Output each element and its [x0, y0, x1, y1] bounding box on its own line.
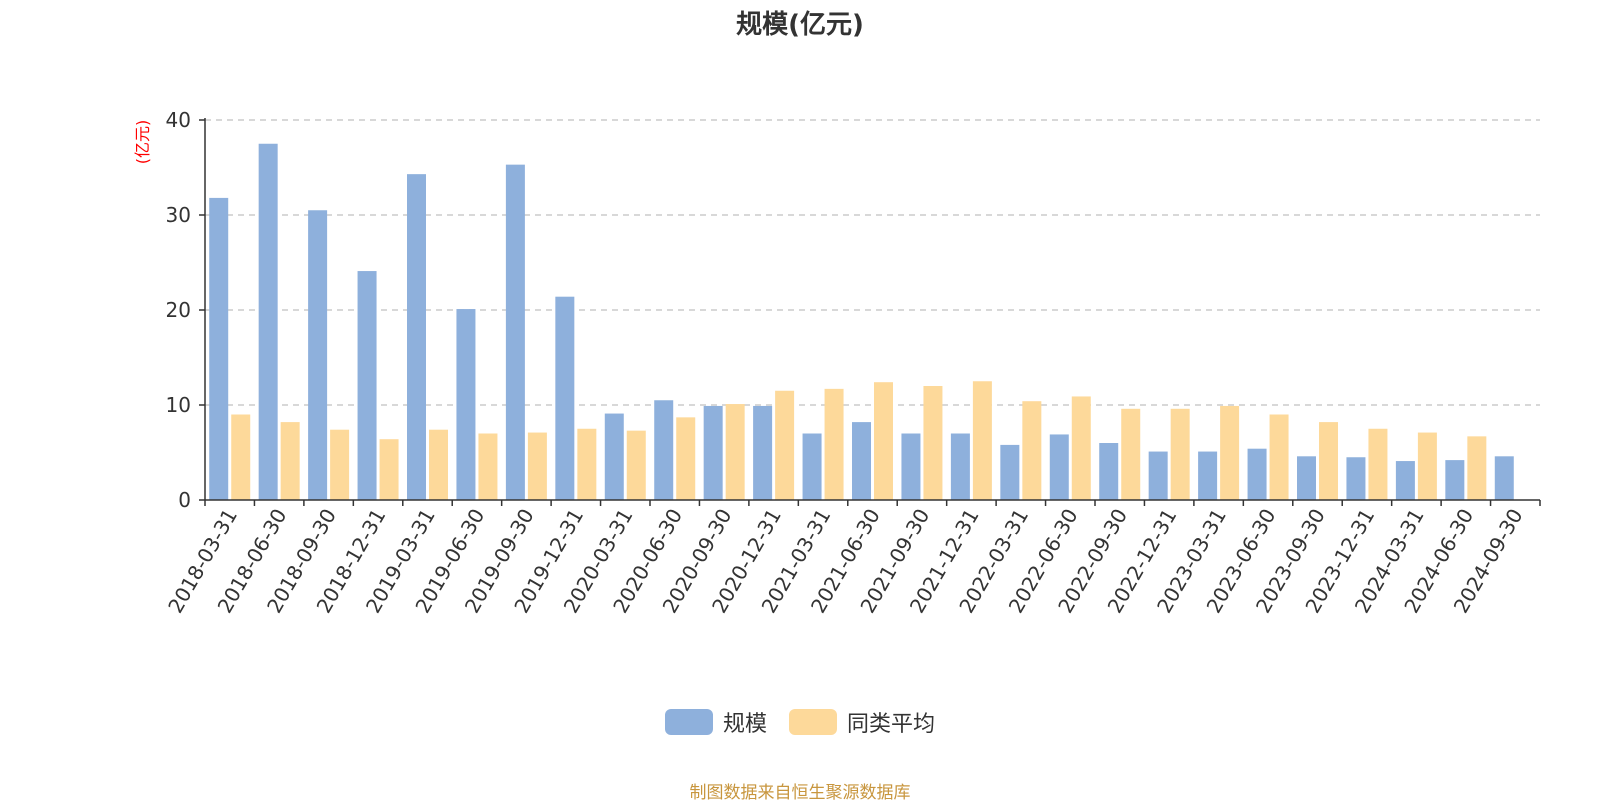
- bar-peer-average-2019-09-30: [527, 432, 547, 500]
- y-tick-label-10: 10: [166, 393, 191, 417]
- legend-label-scale: 规模: [722, 712, 767, 737]
- bar-peer-average-2020-06-30: [676, 417, 696, 500]
- bar-peer-average-2018-03-31: [231, 414, 251, 500]
- bar-scale-2022-06-30: [1049, 434, 1069, 500]
- bar-scale-2019-03-31: [407, 174, 426, 500]
- bar-scale-2023-06-30: [1247, 448, 1267, 500]
- bar-scale-2021-03-31: [802, 433, 822, 500]
- bar-scale-2019-09-30: [505, 164, 525, 500]
- data-source-note: 制图数据来自恒生聚源数据库: [689, 783, 911, 803]
- bar-peer-average-2018-09-30: [330, 429, 350, 500]
- bar-peer-average-2021-09-30: [923, 386, 943, 500]
- bar-scale-2021-09-30: [901, 433, 921, 500]
- legend-item-peer-average[interactable]: 同类平均: [789, 706, 935, 738]
- chart-title: 规模(亿元): [736, 10, 864, 40]
- bar-peer-average-2019-03-31: [429, 429, 448, 500]
- legend-swatch-scale: [664, 709, 713, 735]
- bar-scale-2021-12-31: [950, 433, 970, 500]
- bar-scale-2018-06-30: [258, 143, 278, 500]
- legend-label-peer-average: 同类平均: [847, 712, 936, 737]
- bar-scale-2020-03-31: [604, 413, 624, 500]
- bar-scale-2021-06-30: [852, 422, 871, 500]
- bar-peer-average-2024-06-30: [1467, 436, 1487, 500]
- legend-swatch-peer-average: [789, 709, 837, 735]
- y-axis-label: (亿元): [133, 120, 152, 165]
- y-tick-label-30: 30: [166, 203, 191, 227]
- bar-scale-2020-06-30: [654, 400, 674, 500]
- bar-scale-2018-03-31: [209, 197, 229, 500]
- bar-peer-average-2020-03-31: [626, 430, 646, 500]
- legend: 规模 同类平均: [0, 706, 1600, 738]
- bar-scale-2022-12-31: [1148, 451, 1168, 500]
- bar-scale-2018-12-31: [357, 271, 377, 500]
- legend-item-scale[interactable]: 规模: [664, 706, 767, 738]
- bar-peer-average-2023-12-31: [1368, 428, 1388, 500]
- bar-scale-2020-12-31: [753, 405, 773, 500]
- bar-peer-average-2022-09-30: [1121, 408, 1141, 500]
- bar-peer-average-2019-12-31: [577, 428, 597, 500]
- bar-scale-2024-06-30: [1445, 460, 1465, 500]
- y-tick-label-40: 40: [166, 108, 191, 132]
- bar-peer-average-2023-06-30: [1269, 414, 1289, 500]
- bar-peer-average-2023-03-31: [1220, 405, 1240, 500]
- bar-peer-average-2022-06-30: [1071, 396, 1091, 500]
- bar-scale-2019-06-30: [456, 309, 476, 500]
- bar-scale-2019-12-31: [555, 296, 575, 500]
- bar-peer-average-2020-12-31: [775, 390, 795, 500]
- bar-scale-2018-09-30: [308, 210, 328, 500]
- bar-peer-average-2023-09-30: [1319, 422, 1338, 500]
- bar-peer-average-2021-03-31: [824, 388, 844, 500]
- grid-lines: [205, 119, 1540, 406]
- bar-peer-average-2024-03-31: [1417, 432, 1437, 500]
- bar-scale-2022-09-30: [1099, 443, 1119, 500]
- bar-scale-2024-03-31: [1395, 461, 1415, 500]
- bar-peer-average-2022-03-31: [1022, 401, 1042, 500]
- bar-peer-average-2021-12-31: [972, 381, 992, 500]
- bar-scale-2023-03-31: [1198, 451, 1218, 500]
- bar-scale-2020-09-30: [703, 405, 723, 500]
- y-tick-label-20: 20: [166, 298, 191, 322]
- bar-scale-2023-09-30: [1297, 456, 1316, 500]
- bar-peer-average-2019-06-30: [478, 433, 498, 500]
- bar-peer-average-2021-06-30: [874, 382, 893, 500]
- bar-scale-2024-09-30: [1494, 456, 1514, 500]
- bars: [209, 143, 1514, 500]
- bar-scale-2022-03-31: [1000, 444, 1020, 500]
- bar-peer-average-2018-06-30: [280, 422, 300, 500]
- bar-peer-average-2018-12-31: [379, 439, 399, 500]
- bar-peer-average-2022-12-31: [1170, 408, 1190, 500]
- y-tick-label-0: 0: [178, 488, 191, 512]
- bar-scale-2023-12-31: [1346, 457, 1366, 500]
- bar-peer-average-2020-09-30: [725, 404, 745, 500]
